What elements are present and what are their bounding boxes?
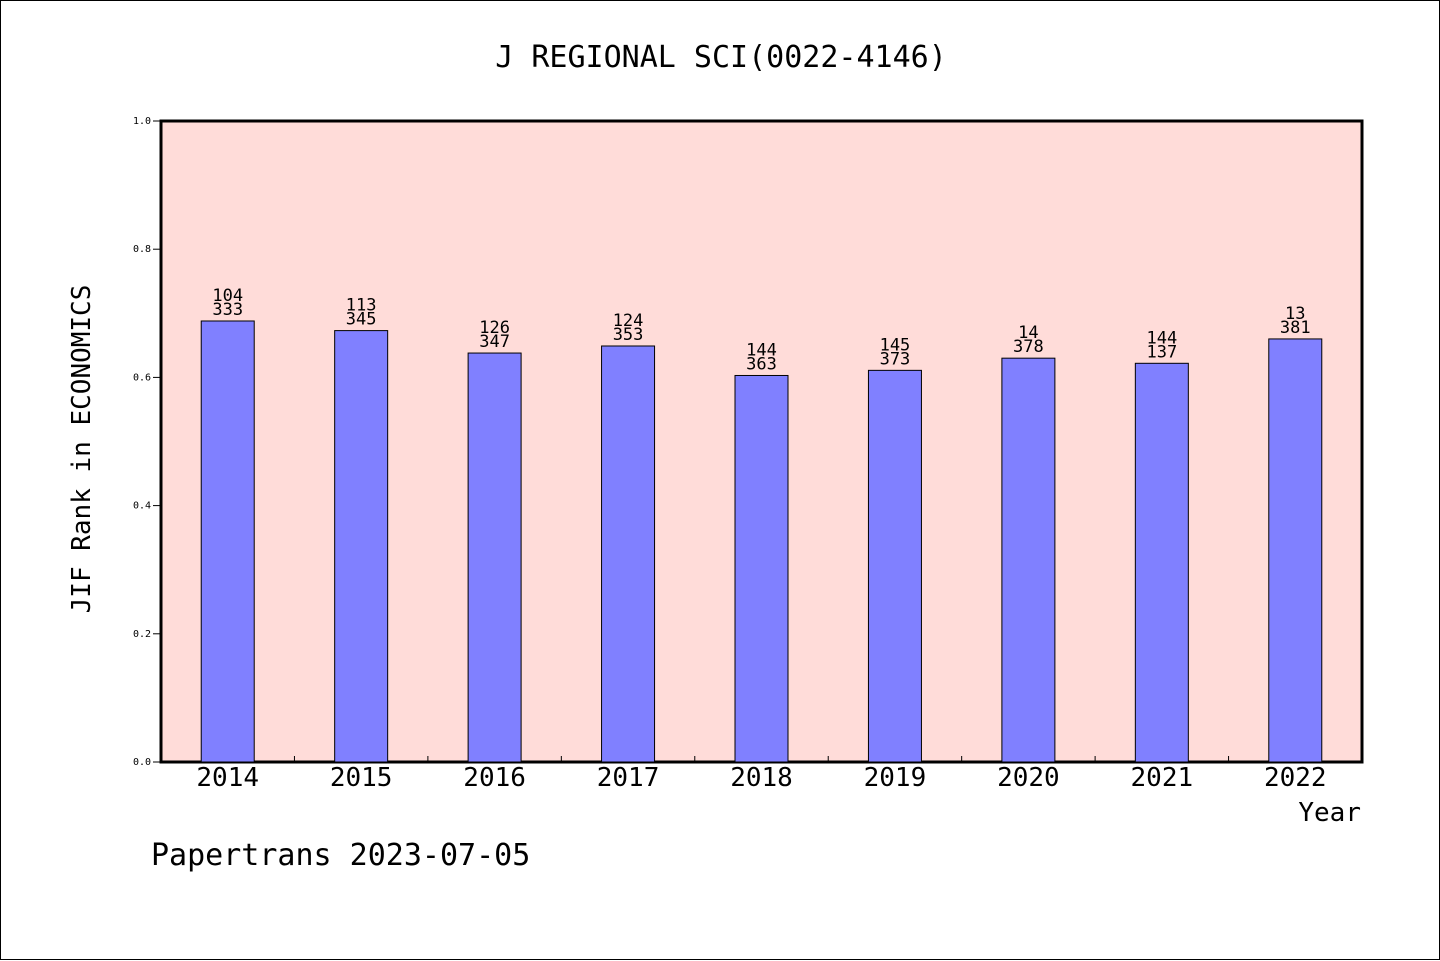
bar-label-bottom: 373 [880,349,911,369]
chart-title: J REGIONAL SCI(0022-4146) [495,40,947,75]
watermark-text: Papertrans 2023-07-05 [151,838,530,873]
bar-2019 [867,369,922,763]
bar-label-bottom: 353 [613,325,644,345]
bar-2017 [601,345,656,763]
bar-2016 [467,352,522,763]
bar-label-top: 13 [1285,304,1305,324]
x-tick-label: 2019 [864,763,927,793]
bar-label-bottom: 333 [212,300,243,320]
bar-label-bottom: 378 [1013,337,1044,357]
x-axis-label: Year [1298,798,1361,828]
bar-label-top: 126 [479,318,510,338]
bar-label-top: 104 [212,286,243,306]
x-tick-label: 2020 [997,763,1060,793]
bar-label-top: 144 [746,340,777,360]
y-tick-label: 0.0 [133,757,151,768]
x-tick-label: 2016 [463,763,526,793]
bar-label-bottom: 137 [1146,342,1177,362]
x-tick-label: 2014 [196,763,259,793]
x-tick-label: 2022 [1264,763,1327,793]
x-tick-label: 2017 [597,763,660,793]
bar-2014 [200,320,255,763]
bar-label-top: 113 [346,296,377,316]
bar-label-top: 145 [880,335,911,355]
y-axis: 0.0 0.2 0.4 0.6 0.8 1.0 [133,116,161,768]
bar-label-bottom: 347 [479,332,510,352]
y-tick-label: 1.0 [133,116,151,127]
bar-2018 [734,374,789,763]
y-tick-label: 0.2 [133,629,151,640]
y-tick-label: 0.4 [133,501,151,512]
bar-label-top: 124 [613,311,644,331]
y-tick-label: 0.6 [133,372,151,383]
bar-label-top: 14 [1018,323,1038,343]
bar-label-bottom: 363 [746,354,777,374]
x-tick-label: 2021 [1131,763,1194,793]
y-axis-label: JIF Rank in ECONOMICS [67,285,97,614]
bar-2020 [1001,357,1056,763]
x-axis: 2014 2015 2016 2017 2018 2019 2020 2021 2022 [196,756,1327,793]
bar-2021 [1134,362,1189,763]
bar-label-bottom: 381 [1280,318,1311,338]
bar-label-bottom: 345 [346,310,377,330]
x-tick-label: 2015 [330,763,393,793]
bar-2015 [334,330,389,763]
bar-label-top: 144 [1146,328,1177,348]
x-tick-label: 2018 [730,763,793,793]
bar-2022 [1268,338,1323,763]
y-tick-label: 0.8 [133,244,151,255]
